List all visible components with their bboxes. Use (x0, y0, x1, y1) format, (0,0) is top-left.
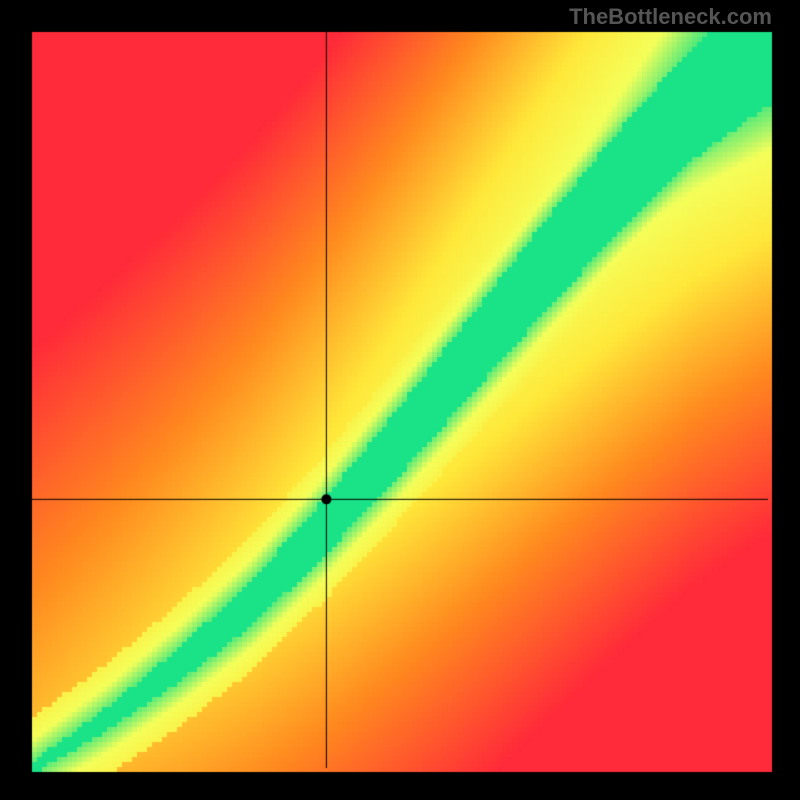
watermark-label: TheBottleneck.com (569, 4, 772, 30)
heatmap-canvas (0, 0, 800, 800)
chart-container: TheBottleneck.com (0, 0, 800, 800)
